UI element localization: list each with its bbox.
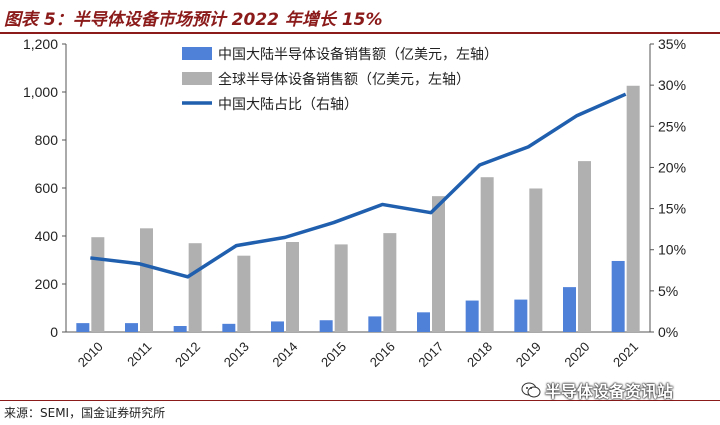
bar-global-2014 (286, 242, 299, 332)
bar-global-2019 (529, 188, 543, 332)
wechat-icon (521, 382, 541, 398)
chart-svg: 0 200 400 600 800 1,000 1,200 0% 5% 10% 15% 20% 25% 3… (23, 36, 686, 370)
bar-china-2021 (611, 260, 625, 332)
bar-global-2017 (432, 196, 445, 332)
y-left-tick-label: 200 (35, 276, 59, 292)
x-tick-label: 2020 (561, 339, 592, 370)
y-right-tick-label: 35% (658, 36, 686, 52)
x-tick-label: 2019 (513, 339, 544, 370)
y-right-tick-label: 5% (658, 283, 678, 299)
y-left-tick-label: 800 (35, 132, 59, 148)
watermark: 半导体设备资讯站 (521, 378, 673, 402)
x-tick-label: 2013 (221, 339, 252, 370)
x-tick-label: 2014 (269, 339, 300, 370)
y-left-tick-label: 400 (35, 228, 59, 244)
x-tick-label: 2017 (415, 339, 446, 370)
bar-china-2018 (465, 300, 479, 332)
y-right-tick-label: 10% (658, 242, 686, 258)
y-right-tick-label: 15% (658, 201, 686, 217)
y-left-tick-label: 0 (50, 324, 58, 340)
bar-global-2018 (480, 177, 494, 332)
legend-swatch-global (182, 72, 212, 85)
y-left-tick-label: 600 (35, 180, 59, 196)
legend-label-share: 中国大陆占比（右轴） (218, 97, 358, 113)
bar-global-2021 (626, 85, 640, 332)
bar-china-2020 (563, 287, 576, 332)
y-right-tick-label: 25% (658, 118, 686, 134)
bar-global-2016 (383, 233, 397, 332)
bar-china-2017 (417, 312, 430, 332)
bar-china-2014 (271, 321, 284, 332)
title-divider (0, 32, 720, 34)
chart-title: 图表 5：半导体设备市场预计 2022 年增长 15% (4, 10, 383, 30)
x-tick-label: 2010 (75, 339, 106, 370)
source-note: 来源：SEMI，国金证券研究所 (4, 406, 166, 420)
legend-swatch-china (182, 47, 212, 60)
watermark-text: 半导体设备资讯站 (545, 382, 674, 401)
bar-china-2015 (319, 320, 333, 332)
line-china-share (90, 92, 627, 279)
y-right-tick-label: 0% (658, 324, 678, 340)
bar-global-2010 (91, 237, 105, 332)
bar-china-2019 (514, 299, 528, 332)
y-left-tick-label: 1,200 (23, 36, 58, 52)
x-tick-label: 2016 (367, 339, 398, 370)
x-tick-label: 2015 (318, 339, 349, 370)
y-right-tick-label: 20% (658, 159, 686, 175)
x-tick-label: 2012 (172, 339, 203, 370)
legend-label-china: 中国大陆半导体设备销售额（亿美元，左轴） (218, 46, 498, 63)
bar-global-2020 (578, 161, 591, 332)
footer-divider (0, 400, 720, 401)
bar-global-2013 (237, 255, 251, 332)
bar-china-2016 (368, 316, 382, 332)
x-tick-label: 2011 (124, 339, 154, 369)
x-tick-label: 2018 (464, 339, 495, 370)
y-left-tick-label: 1,000 (23, 84, 58, 100)
bar-china-2013 (222, 323, 236, 332)
bar-china-2011 (125, 323, 138, 332)
bar-global-2015 (334, 244, 348, 332)
x-tick-label: 2021 (610, 339, 641, 370)
bar-global-2012 (188, 243, 202, 332)
bar-global-2011 (140, 228, 153, 332)
y-right-tick-label: 30% (658, 77, 686, 93)
legend-label-global: 全球半导体设备销售额（亿美元，左轴） (218, 71, 470, 88)
bar-china-2010 (76, 323, 90, 332)
title-bar: 图表 5：半导体设备市场预计 2022 年增长 15% (0, 0, 720, 34)
bar-china-2012 (173, 326, 187, 332)
